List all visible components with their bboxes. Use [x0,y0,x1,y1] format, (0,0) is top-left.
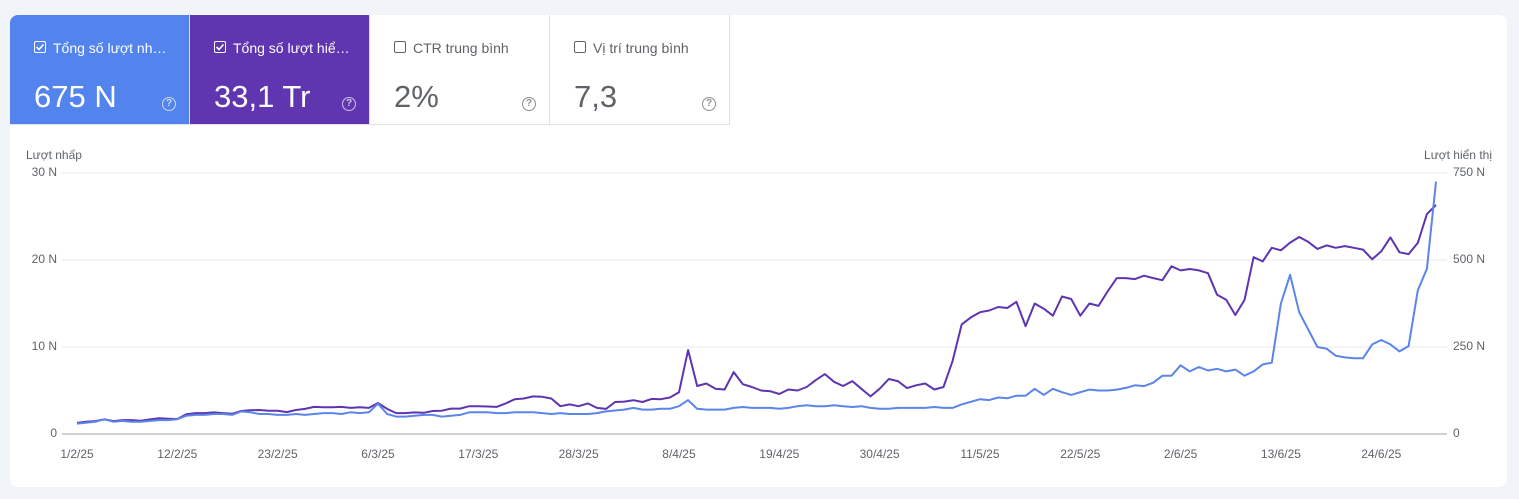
metric-label: CTR trung bình [413,40,509,56]
checkbox[interactable] [214,41,226,53]
checkbox[interactable] [394,41,406,53]
checkbox[interactable] [574,41,586,53]
metric-tile[interactable]: Tổng số lượt hiể… 33,1 Tr? [190,15,370,125]
check-mark [215,43,225,51]
help-icon[interactable]: ? [702,97,716,111]
help-icon[interactable]: ? [342,97,356,111]
metric-label: Vị trí trung bình [593,40,689,56]
help-icon[interactable]: ? [522,97,536,111]
metric-tile[interactable]: CTR trung bình 2%? [370,15,550,125]
checkbox[interactable] [34,41,46,53]
metric-value: 2% [394,79,439,114]
metric-tile[interactable]: Tổng số lượt nh… 675 N? [10,15,190,125]
metric-label: Tổng số lượt nh… [53,40,167,56]
help-icon[interactable]: ? [162,97,176,111]
metric-value: 7,3 [574,79,618,114]
metric-label: Tổng số lượt hiể… [233,40,350,56]
metric-tile[interactable]: Vị trí trung bình 7,3? [550,15,730,125]
metric-value: 675 N [34,79,117,114]
metric-value: 33,1 Tr [214,79,311,114]
check-mark [35,43,45,51]
